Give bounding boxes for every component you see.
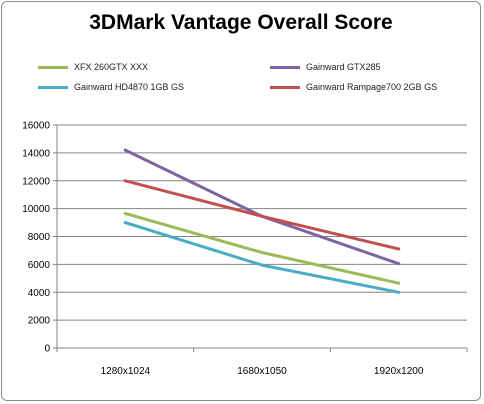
y-tick-label-2000: 2000 — [28, 316, 51, 327]
data-point-2-0 — [123, 221, 127, 225]
legend-swatch — [270, 85, 300, 89]
chart-title: 3DMark Vantage Overall Score — [89, 11, 393, 34]
y-tick-label-14000: 14000 — [22, 148, 50, 159]
y-tick-label-4000: 4000 — [28, 288, 51, 299]
series-line-gainward-gtx285 — [123, 148, 401, 266]
legend-label: Gainward Rampage700 2GB GS — [306, 82, 438, 92]
data-point-3-2 — [397, 247, 401, 251]
data-point-1-0 — [123, 148, 127, 152]
y-tick-label-6000: 6000 — [28, 260, 51, 271]
data-point-0-1 — [260, 251, 264, 255]
data-point-2-1 — [260, 263, 264, 267]
legend-swatch — [38, 85, 68, 89]
y-tick-label-8000: 8000 — [28, 232, 51, 243]
legend-label: Gainward HD4870 1GB GS — [74, 82, 185, 92]
data-point-3-1 — [260, 214, 264, 218]
legend-label: XFX 260GTX XXX — [74, 62, 149, 72]
data-point-1-2 — [397, 262, 401, 266]
x-tick-label-1280x1024: 1280x1024 — [101, 366, 151, 377]
legend-swatch — [270, 65, 300, 69]
legend-swatch — [38, 65, 68, 69]
data-point-0-0 — [123, 212, 127, 216]
data-point-3-0 — [123, 179, 127, 183]
legend-item-gainward-rampage700: Gainward Rampage700 2GB GS — [270, 80, 437, 94]
legend-item-gainward-hd4870: Gainward HD4870 1GB GS — [38, 80, 184, 94]
x-tick-label-1680x1050: 1680x1050 — [237, 366, 287, 377]
y-tick-label-0: 0 — [44, 344, 50, 355]
legend-item-xfx-260gtx-xxx: XFX 260GTX XXX — [38, 60, 148, 74]
y-tick-label-10000: 10000 — [22, 204, 50, 215]
y-tick-label-12000: 12000 — [22, 176, 50, 187]
data-point-0-2 — [397, 281, 401, 285]
x-tick-label-1920x1200: 1920x1200 — [374, 366, 424, 377]
data-point-2-2 — [397, 290, 401, 294]
series-line-gainward-hd4870-1gb-gs — [123, 221, 401, 294]
legend-item-gainward-gtx285: Gainward GTX285 — [270, 60, 381, 74]
legend-label: Gainward GTX285 — [306, 62, 381, 72]
y-tick-label-16000: 16000 — [22, 121, 50, 132]
